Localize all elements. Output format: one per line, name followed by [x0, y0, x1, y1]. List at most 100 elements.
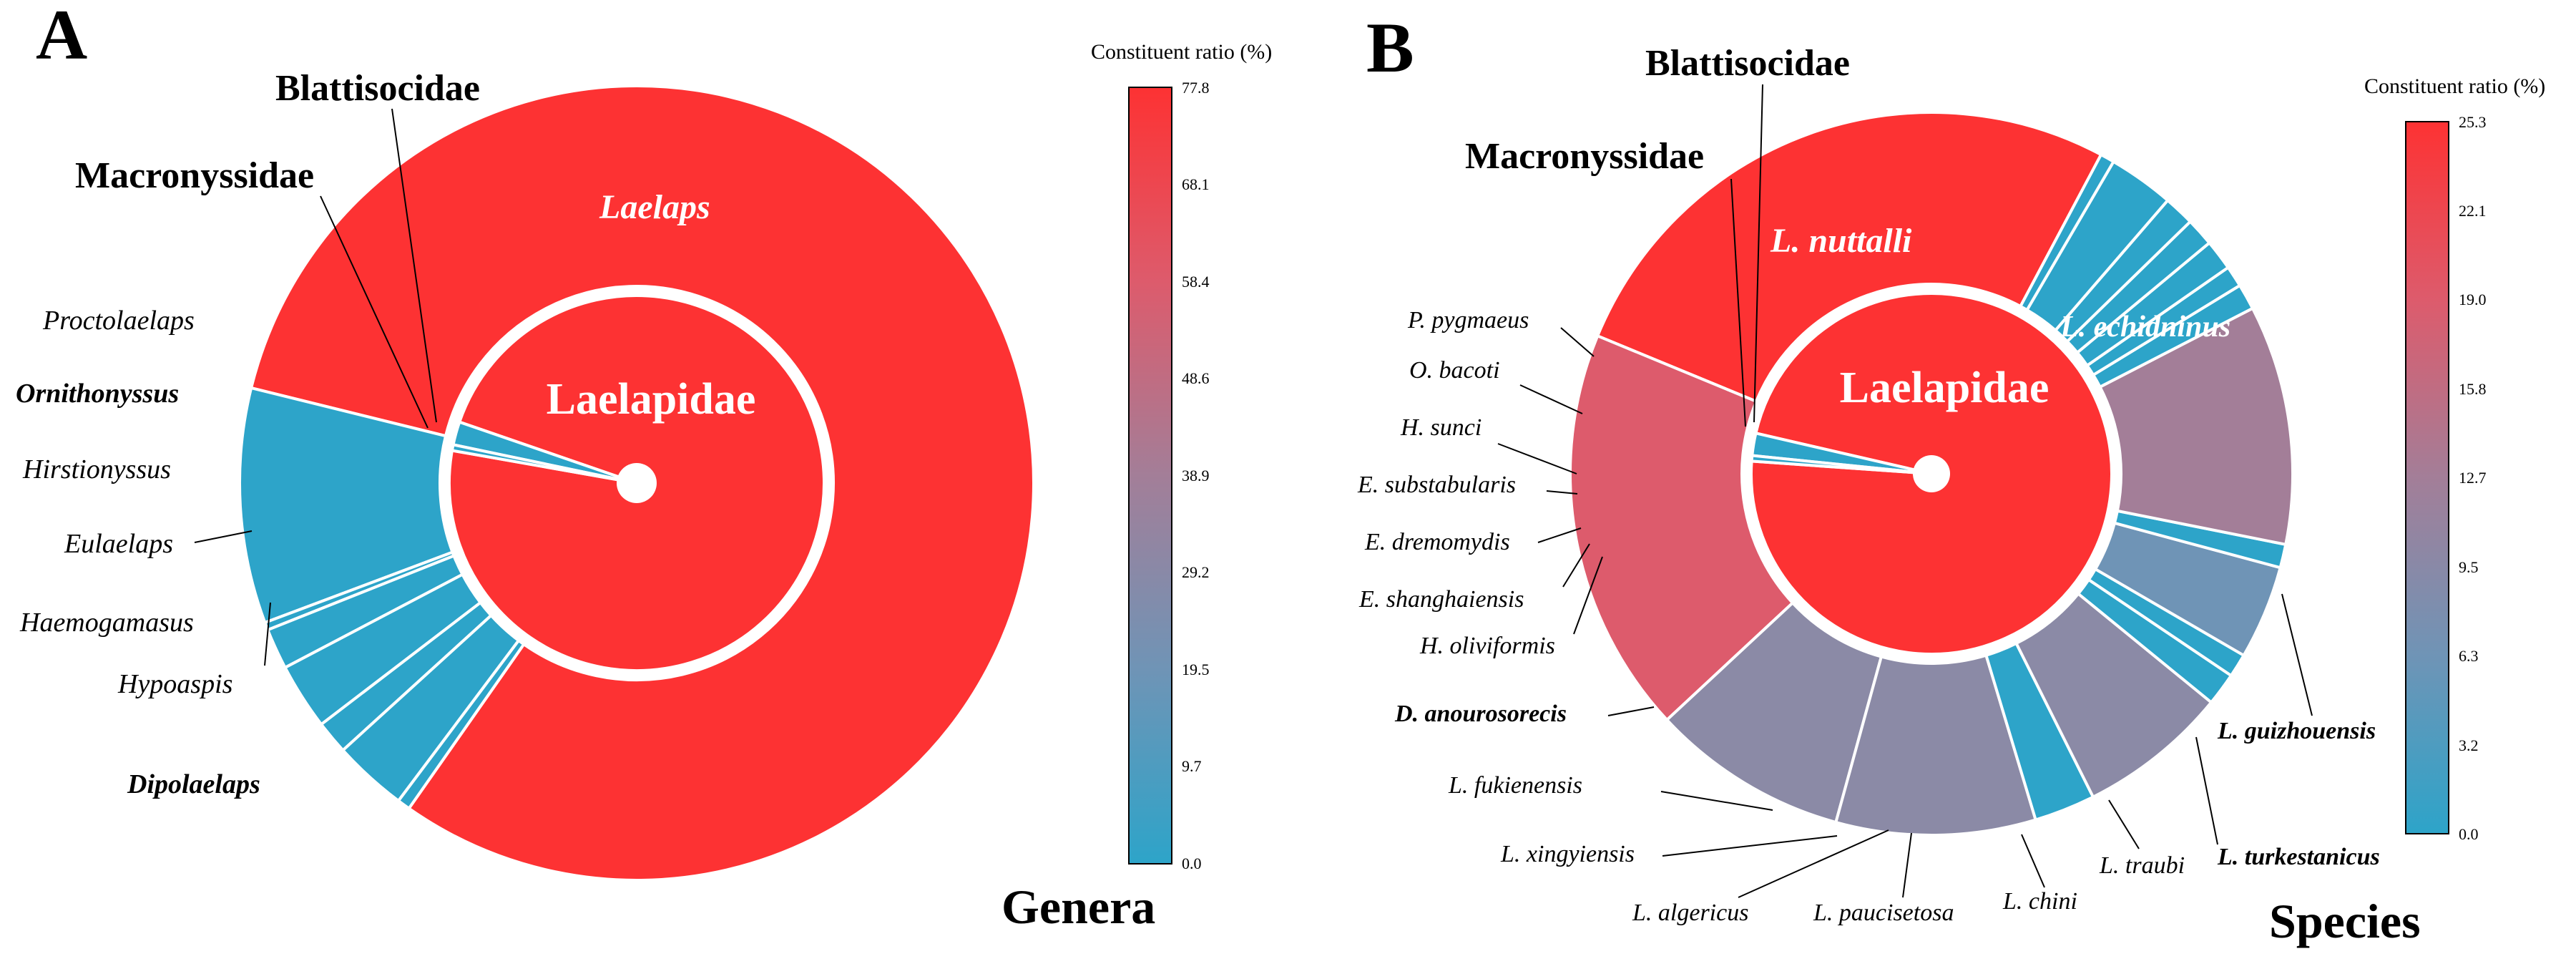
panel-a-outer-slice-dipolaelaps: [238, 386, 455, 625]
panel-a-inner-ring: [448, 294, 826, 672]
panel-a-outer-slice-laelaps: [249, 84, 1035, 882]
panel-b-label-l-paucisetosa: L. paucisetosa: [1813, 900, 1954, 926]
panel-b-label-l-echidninus: L. echidninus: [2060, 311, 2230, 344]
panel-b-label-l-chini: L. chini: [2002, 888, 2077, 915]
panel-b-family-label-macronyssidae: Macronyssidae: [1465, 136, 1704, 177]
panel-b-label-l-guizhouensis: L. guizhouensis: [2217, 718, 2376, 744]
panel-b-leader-l-algericus: [1738, 829, 1889, 898]
panel-a-family-label-blattisocidae: Blattisocidae: [275, 68, 480, 109]
panel-a-inner-slice-blattisocidae: [450, 443, 637, 484]
panel-a-leader-macronyssidae: [320, 195, 428, 429]
panel-b-label-l-turkestanicus: L. turkestanicus: [2217, 844, 2380, 870]
panel-b-label-l-xingyiensis: L. xingyiensis: [1500, 841, 1635, 867]
panel-b-colorbar: [2405, 121, 2449, 834]
panel-a-leader-blattisocidae: [391, 108, 437, 423]
panel-a-colorbar-title: Constituent ratio (%): [1091, 40, 1272, 64]
panel-b-leader-l-chini: [2021, 834, 2045, 888]
panel-b: B Laelapidae Blattisocidae Macronyssidae…: [1357, 8, 2545, 948]
panel-a-center-label: Laelapidae: [547, 375, 756, 424]
panel-b-colorbar-tick: 15.8: [2459, 380, 2487, 398]
panel-b-label-h-oliviformis: H. oliviformis: [1419, 633, 1555, 659]
panel-b-leader-l-paucisetosa: [1902, 832, 1912, 898]
panel-b-leader-l-fukienensis: [1660, 791, 1773, 811]
panel-b-outer-slice-l-echidninus: [1569, 333, 1795, 722]
panel-a-outer-slice-proctolaelaps: [396, 638, 527, 811]
panel-a-label-haemogamasus: Haemogamasus: [19, 608, 194, 638]
panel-b-label-o-bacoti: O. bacoti: [1409, 357, 1500, 384]
panel-a-label-hypoaspis: Hypoaspis: [117, 669, 232, 699]
panel-b-label-l-nuttalli: L. nuttalli: [1770, 222, 1912, 260]
panel-a-colorbar-tick: 38.9: [1182, 467, 1210, 484]
panel-b-leader-macronyssidae: [1730, 178, 1746, 427]
panel-b-label-p-pygmaeus: P. pygmaeus: [1407, 307, 1529, 333]
panel-a-family-label-macronyssidae: Macronyssidae: [75, 155, 314, 196]
panel-b-leader-e-shanghaiensis: [1562, 543, 1590, 588]
panel-a-label-laelaps: Laelaps: [599, 188, 710, 226]
panel-a-colorbar-tick: 9.7: [1182, 757, 1202, 775]
panel-a-label-hirstionyssus: Hirstionyssus: [22, 454, 171, 484]
panel-a-label-proctolaelaps: Proctolaelaps: [42, 306, 195, 336]
panel-b-label-h-sunci: H. sunci: [1400, 414, 1482, 441]
panel-b-bottom-label: Species: [2269, 894, 2421, 948]
panel-a-letter: A: [36, 0, 87, 74]
panel-a-leader-hypoaspis: [264, 602, 271, 666]
panel-b-center-hole: [1913, 455, 1950, 492]
panel-b-leader-l-guizhouensis: [2281, 593, 2313, 716]
panel-a-leader-eulaelaps: [194, 530, 253, 543]
panel-a-colorbar: [1128, 87, 1172, 865]
panel-a-colorbar-tick: 58.4: [1182, 273, 1210, 291]
panel-b-outer-slice-p-pygmaeus: [2018, 152, 2116, 312]
panel-b-label-l-algericus: L. algericus: [1632, 900, 1748, 926]
panel-b-label-e-dremomydis: E. dremomydis: [1364, 529, 1510, 555]
panel-a-colorbar-tick: 77.8: [1182, 79, 1210, 97]
panel-b-center-label: Laelapidae: [1840, 364, 2049, 412]
panel-b-leader-o-bacoti: [1519, 384, 1583, 414]
panel-b-colorbar-title: Constituent ratio (%): [2364, 74, 2545, 98]
panel-b-leader-blattisocidae: [1753, 84, 1763, 423]
panel-b-colorbar-tick: 19.0: [2459, 291, 2487, 308]
panel-b-outer-slice-d-anourosorecis: [2097, 306, 2294, 547]
panel-b-outer-slice-l-nuttalli: [1595, 111, 2103, 404]
panel-b-label-d-anourosorecis: D. anourosorecis: [1394, 701, 1567, 727]
panel-b-leader-l-traubi: [2108, 799, 2140, 849]
panel-b-colorbar-tick: 22.1: [2459, 202, 2487, 220]
panel-b-letter: B: [1366, 8, 1414, 87]
panel-b-leader-h-sunci: [1497, 443, 1577, 474]
panel-b-family-label-blattisocidae: Blattisocidae: [1645, 43, 1850, 84]
panel-b-leader-p-pygmaeus: [1560, 327, 1595, 357]
panel-a-outer-ring: [238, 84, 1035, 882]
panel-b-leader-h-oliviformis: [1573, 556, 1603, 635]
panel-b-colorbar-tick: 3.2: [2459, 736, 2479, 754]
panel-b-label-l-fukienensis: L. fukienensis: [1448, 772, 1582, 799]
panel-b-colorbar-tick: 9.5: [2459, 558, 2479, 576]
panel-b-outer-slice-l-turkestanicus: [1833, 653, 2038, 837]
panel-b-leader-d-anourosorecis: [1607, 706, 1655, 716]
panel-a-colorbar-tick: 29.2: [1182, 563, 1210, 581]
panel-a-colorbar-tick: 68.1: [1182, 175, 1210, 193]
panel-b-colorbar-ticks: 25.3 22.1 19.0 15.8 12.7 9.5 6.3 3.2 0.0: [2459, 113, 2487, 843]
panel-b-leader-e-dremomydis: [1537, 527, 1582, 543]
panel-b-colorbar-tick: 0.0: [2459, 825, 2479, 843]
panel-b-label-l-traubi: L. traubi: [2099, 852, 2185, 879]
panel-b-leader-e-substabularis: [1546, 490, 1578, 495]
panel-b-label-e-substabularis: E. substabularis: [1357, 472, 1516, 498]
panel-a-center-hole: [617, 463, 657, 503]
panel-a-colorbar-tick: 19.5: [1182, 661, 1210, 678]
panel-b-colorbar-tick: 6.3: [2459, 647, 2479, 665]
panel-a-colorbar-tick: 48.6: [1182, 369, 1210, 387]
panel-b-label-e-shanghaiensis: E. shanghaiensis: [1358, 586, 1524, 613]
panel-b-inner-ring: [1750, 292, 2113, 656]
panel-a: A Laelapidae Blattisocidae Macronyssidae…: [16, 0, 1272, 934]
panel-b-colorbar-tick: 12.7: [2459, 469, 2487, 487]
panel-b-leader-l-xingyiensis: [1662, 835, 1838, 857]
panel-b-leader-l-turkestanicus: [2195, 736, 2218, 845]
panel-a-label-dipolaelaps: Dipolaelaps: [127, 769, 260, 799]
panel-a-colorbar-ticks: 77.8 68.1 58.4 48.6 38.9 29.2 19.5 9.7 0…: [1182, 79, 1210, 872]
panel-a-colorbar-tick: 0.0: [1182, 854, 1202, 872]
panel-a-bottom-label: Genera: [1001, 880, 1155, 934]
panel-b-inner-slice-blattisocidae: [1750, 454, 1932, 475]
panel-b-colorbar-tick: 25.3: [2459, 113, 2487, 131]
panel-a-label-ornithonyssus: Ornithonyssus: [16, 379, 179, 409]
